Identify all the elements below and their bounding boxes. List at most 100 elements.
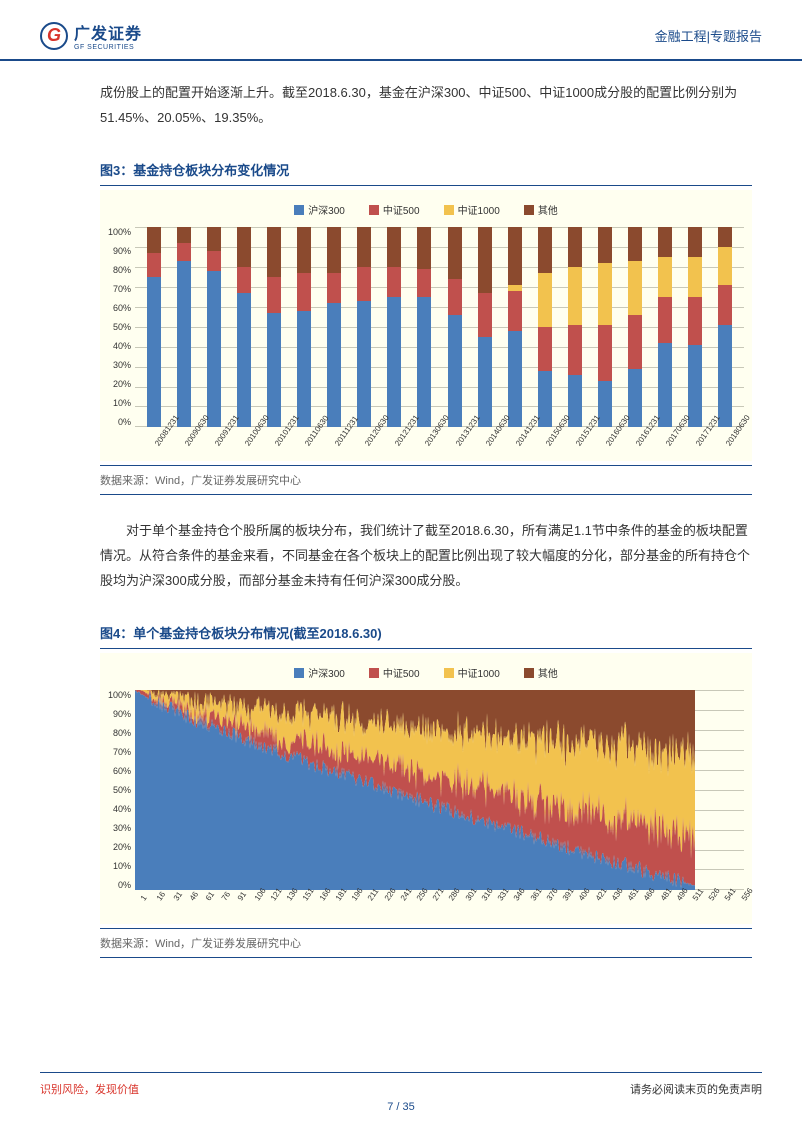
legend-swatch	[444, 205, 454, 215]
bar-segment	[417, 269, 431, 297]
x-tick: 226	[382, 894, 392, 902]
page-footer: 识别风险，发现价值 请务必阅读末页的免责声明 7 / 35	[0, 1062, 802, 1133]
bar-segment	[327, 303, 341, 427]
bar-stack	[508, 227, 522, 427]
figure4-area-svg	[135, 690, 695, 890]
x-tick: 20151231	[574, 431, 589, 448]
x-tick: 20110630	[303, 431, 318, 448]
legend-item: 其他	[524, 665, 558, 680]
y-tick: 60%	[113, 766, 131, 776]
x-tick: 20100630	[243, 431, 258, 448]
y-tick: 10%	[113, 861, 131, 871]
bar-segment	[237, 267, 251, 293]
bar-segment	[508, 227, 522, 285]
figure4-x-axis: 1163146617691106121136151166181196211226…	[135, 894, 744, 903]
x-tick: 511	[691, 894, 701, 902]
bar-segment	[508, 331, 522, 427]
logo-text-block: 广发证券 GF SECURITIES	[74, 20, 142, 51]
figure4-title: 图4：单个基金持仓板块分布情况(截至2018.6.30)	[100, 617, 752, 649]
legend-label: 中证1000	[458, 202, 500, 217]
bar-segment	[478, 227, 492, 293]
bar-stack	[658, 227, 672, 427]
bar-segment	[387, 297, 401, 427]
x-tick: 406	[577, 894, 587, 902]
x-tick: 20161231	[634, 431, 649, 448]
x-tick: 16	[155, 894, 165, 902]
bar-segment	[688, 297, 702, 345]
bar-segment	[267, 277, 281, 313]
x-tick: 91	[236, 894, 246, 902]
y-tick: 50%	[113, 322, 131, 332]
x-tick: 331	[496, 894, 506, 902]
legend-swatch	[294, 668, 304, 678]
x-tick: 20180630	[724, 431, 739, 448]
y-tick: 30%	[113, 360, 131, 370]
x-tick: 541	[723, 894, 733, 902]
figure4-legend: 沪深300中证500中证1000其他	[108, 665, 744, 680]
intro-paragraph: 成份股上的配置开始逐渐上升。截至2018.6.30，基金在沪深300、中证500…	[100, 81, 752, 130]
page-header: G 广发证券 GF SECURITIES 金融工程|专题报告	[0, 0, 802, 61]
x-tick: 20090630	[183, 431, 198, 448]
x-tick: 46	[187, 894, 197, 902]
bar-segment	[177, 227, 191, 243]
header-category: 金融工程|专题报告	[655, 26, 762, 45]
x-tick: 76	[220, 894, 230, 902]
company-logo: G 广发证券 GF SECURITIES	[40, 20, 142, 51]
y-tick: 90%	[113, 709, 131, 719]
legend-swatch	[524, 668, 534, 678]
figure3-x-axis: 2008123120090630200912312010063020101231…	[135, 431, 744, 440]
bar-segment	[688, 345, 702, 427]
figure3-bars	[135, 227, 744, 427]
x-tick: 361	[528, 894, 538, 902]
x-tick: 20150630	[544, 431, 559, 448]
bar-segment	[207, 271, 221, 427]
x-tick: 526	[707, 894, 717, 902]
y-tick: 10%	[113, 398, 131, 408]
bar-segment	[598, 263, 612, 325]
x-tick: 20091231	[213, 431, 228, 448]
bar-segment	[267, 227, 281, 277]
x-tick: 20141231	[514, 431, 529, 448]
bar-stack	[297, 227, 311, 427]
legend-item: 其他	[524, 202, 558, 217]
bar-segment	[658, 257, 672, 297]
x-tick: 346	[512, 894, 522, 902]
bar-segment	[478, 337, 492, 427]
bar-stack	[448, 227, 462, 427]
bar-segment	[658, 343, 672, 427]
legend-item: 中证1000	[444, 202, 500, 217]
x-tick: 20140630	[484, 431, 499, 448]
y-tick: 70%	[113, 284, 131, 294]
bar-segment	[718, 325, 732, 427]
bar-segment	[478, 293, 492, 337]
bar-stack	[387, 227, 401, 427]
legend-swatch	[369, 205, 379, 215]
bar-segment	[327, 273, 341, 303]
bar-stack	[147, 227, 161, 427]
bar-segment	[508, 291, 522, 331]
bar-segment	[387, 227, 401, 267]
bar-segment	[688, 227, 702, 257]
bar-stack	[538, 227, 552, 427]
bar-stack	[267, 227, 281, 427]
x-tick: 316	[480, 894, 490, 902]
x-tick: 286	[447, 894, 457, 902]
figure3-plot-area: 100%90%80%70%60%50%40%30%20%10%0% 200812…	[108, 227, 744, 457]
x-tick: 451	[626, 894, 636, 902]
y-tick: 80%	[113, 265, 131, 275]
logo-icon: G	[40, 22, 68, 50]
x-tick: 61	[204, 894, 214, 902]
figure3-y-axis: 100%90%80%70%60%50%40%30%20%10%0%	[108, 227, 135, 427]
x-tick: 31	[171, 894, 181, 902]
bar-segment	[568, 325, 582, 375]
figure4-source: 数据来源：Wind，广发证券发展研究中心	[100, 928, 752, 958]
x-tick: 556	[739, 894, 749, 902]
logo-chinese: 广发证券	[74, 20, 142, 44]
bar-segment	[147, 227, 161, 253]
main-content: 成份股上的配置开始逐渐上升。截至2018.6.30，基金在沪深300、中证500…	[0, 61, 802, 958]
bar-segment	[538, 227, 552, 273]
legend-item: 中证500	[369, 202, 420, 217]
figure4-chart: 沪深300中证500中证1000其他 100%90%80%70%60%50%40…	[100, 653, 752, 924]
y-tick: 40%	[113, 341, 131, 351]
report-page: G 广发证券 GF SECURITIES 金融工程|专题报告 成份股上的配置开始…	[0, 0, 802, 1133]
